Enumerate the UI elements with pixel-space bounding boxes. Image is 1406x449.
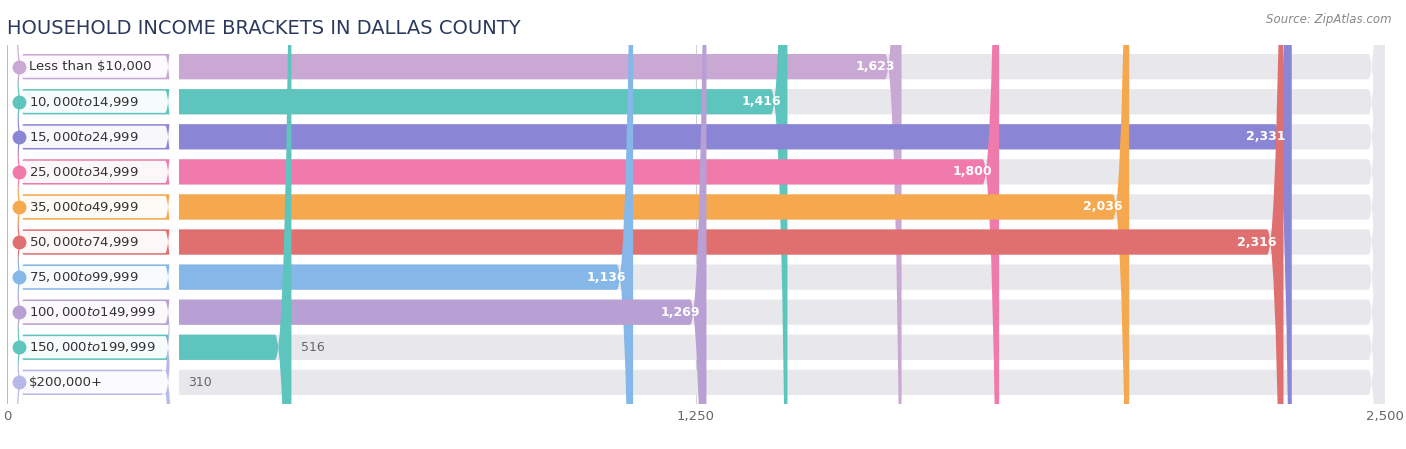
FancyBboxPatch shape bbox=[7, 0, 1385, 449]
FancyBboxPatch shape bbox=[7, 0, 1284, 449]
Text: Less than $10,000: Less than $10,000 bbox=[30, 60, 152, 73]
Text: $150,000 to $199,999: $150,000 to $199,999 bbox=[30, 340, 156, 354]
Text: 2,036: 2,036 bbox=[1083, 200, 1122, 213]
FancyBboxPatch shape bbox=[7, 0, 1385, 449]
Text: $10,000 to $14,999: $10,000 to $14,999 bbox=[30, 95, 139, 109]
Text: 1,416: 1,416 bbox=[741, 95, 780, 108]
FancyBboxPatch shape bbox=[7, 0, 1292, 449]
FancyBboxPatch shape bbox=[8, 0, 179, 449]
FancyBboxPatch shape bbox=[7, 0, 1129, 449]
FancyBboxPatch shape bbox=[7, 0, 1385, 449]
FancyBboxPatch shape bbox=[7, 0, 1385, 449]
Text: 2,316: 2,316 bbox=[1237, 236, 1277, 249]
FancyBboxPatch shape bbox=[8, 0, 179, 449]
FancyBboxPatch shape bbox=[8, 0, 179, 449]
FancyBboxPatch shape bbox=[7, 0, 1385, 449]
FancyBboxPatch shape bbox=[7, 0, 901, 449]
Text: $35,000 to $49,999: $35,000 to $49,999 bbox=[30, 200, 139, 214]
FancyBboxPatch shape bbox=[8, 0, 179, 449]
FancyBboxPatch shape bbox=[8, 0, 179, 449]
Text: 2,331: 2,331 bbox=[1246, 130, 1285, 143]
FancyBboxPatch shape bbox=[7, 0, 1385, 449]
Text: 1,136: 1,136 bbox=[588, 271, 627, 284]
FancyBboxPatch shape bbox=[7, 0, 1000, 449]
Text: $100,000 to $149,999: $100,000 to $149,999 bbox=[30, 305, 156, 319]
Text: 310: 310 bbox=[188, 376, 211, 389]
Text: $50,000 to $74,999: $50,000 to $74,999 bbox=[30, 235, 139, 249]
FancyBboxPatch shape bbox=[7, 0, 291, 449]
Text: $15,000 to $24,999: $15,000 to $24,999 bbox=[30, 130, 139, 144]
FancyBboxPatch shape bbox=[7, 0, 1385, 449]
Text: $75,000 to $99,999: $75,000 to $99,999 bbox=[30, 270, 139, 284]
FancyBboxPatch shape bbox=[7, 0, 1385, 449]
Text: 516: 516 bbox=[301, 341, 325, 354]
FancyBboxPatch shape bbox=[8, 0, 179, 449]
FancyBboxPatch shape bbox=[8, 0, 179, 449]
FancyBboxPatch shape bbox=[8, 0, 179, 449]
FancyBboxPatch shape bbox=[8, 0, 179, 449]
FancyBboxPatch shape bbox=[7, 0, 633, 449]
Text: $25,000 to $34,999: $25,000 to $34,999 bbox=[30, 165, 139, 179]
Text: $200,000+: $200,000+ bbox=[30, 376, 103, 389]
FancyBboxPatch shape bbox=[8, 0, 179, 449]
FancyBboxPatch shape bbox=[7, 0, 1385, 449]
FancyBboxPatch shape bbox=[7, 0, 179, 449]
Text: 1,269: 1,269 bbox=[661, 306, 700, 319]
Text: HOUSEHOLD INCOME BRACKETS IN DALLAS COUNTY: HOUSEHOLD INCOME BRACKETS IN DALLAS COUN… bbox=[7, 19, 520, 38]
FancyBboxPatch shape bbox=[7, 0, 1385, 449]
Text: Source: ZipAtlas.com: Source: ZipAtlas.com bbox=[1267, 13, 1392, 26]
Text: 1,800: 1,800 bbox=[953, 165, 993, 178]
Text: 1,623: 1,623 bbox=[855, 60, 896, 73]
FancyBboxPatch shape bbox=[7, 0, 787, 449]
FancyBboxPatch shape bbox=[7, 0, 706, 449]
